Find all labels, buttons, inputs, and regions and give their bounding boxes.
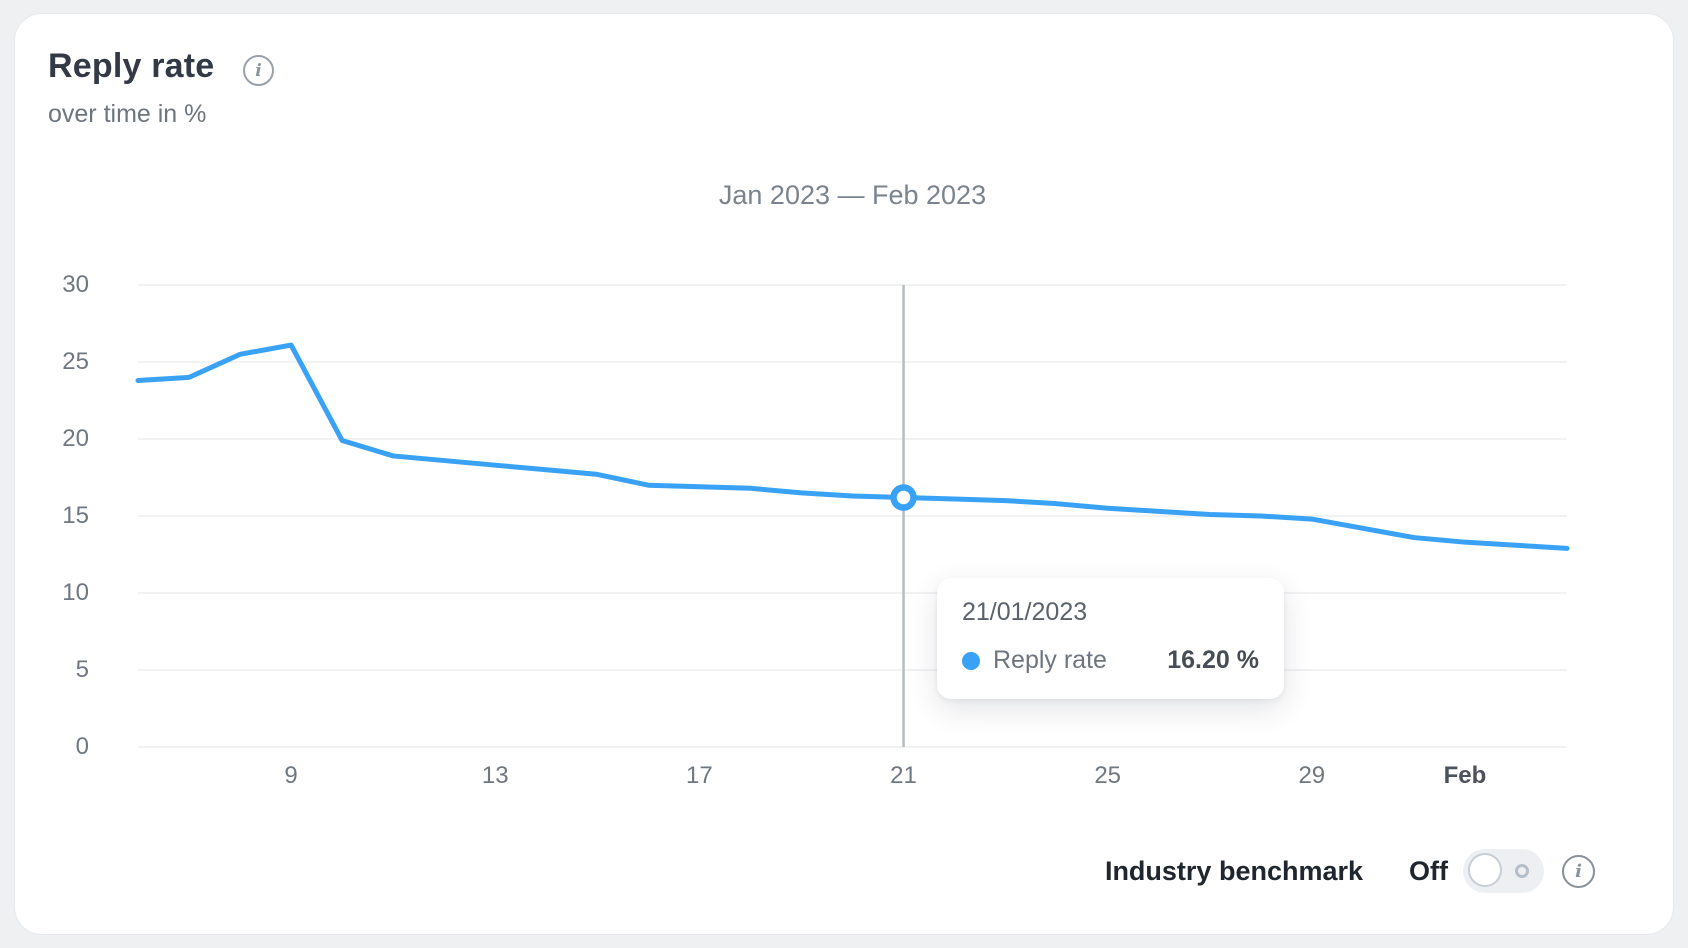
title-info-icon[interactable]: i [243, 55, 274, 86]
benchmark-label: Industry benchmark [1104, 855, 1364, 886]
x-axis-tick-label: 9 [284, 762, 298, 789]
benchmark-info-icon[interactable]: i [1562, 854, 1595, 888]
benchmark-toggle[interactable] [1463, 849, 1544, 893]
reply-rate-line [135, 342, 1570, 551]
benchmark-row: Industry benchmark Off i [1105, 849, 1595, 893]
benchmark-state: Off [1409, 855, 1448, 886]
y-axis-tick-label: 15 [62, 502, 89, 529]
info-icon-glyph: i [1575, 860, 1582, 882]
tooltip-series-label: Reply rate [993, 646, 1107, 674]
tooltip-row: Reply rate 16.20 % [962, 646, 1259, 675]
x-axis-tick-label: 21 [890, 762, 917, 789]
x-axis-tick-label: 13 [481, 762, 509, 789]
tooltip-legend-dot [962, 651, 980, 670]
y-axis-tick-label: 0 [75, 733, 89, 760]
x-axis-tick-label: 25 [1094, 762, 1122, 789]
tooltip-value: 16.20 % [1167, 646, 1259, 674]
page-subtitle: over time in % [48, 100, 207, 128]
reply-rate-card: Reply rate i over time in % Jan 2023 — F… [14, 13, 1674, 935]
x-axis-tick-label: Feb [1443, 762, 1487, 789]
tooltip: 21/01/2023 Reply rate 16.20 % [937, 578, 1284, 699]
chart-plot-area[interactable] [15, 14, 1674, 935]
x-axis-tick-label: 29 [1298, 762, 1326, 789]
toggle-knob-icon [1468, 853, 1502, 887]
highlight-marker[interactable] [890, 484, 917, 511]
y-axis-tick-label: 30 [62, 271, 89, 298]
x-axis-tick-label: 17 [686, 762, 713, 789]
y-axis-tick-label: 10 [62, 579, 89, 606]
toggle-ring-icon [1515, 864, 1529, 878]
y-axis-tick-label: 20 [62, 425, 89, 452]
info-icon-glyph: i [255, 60, 262, 81]
y-axis-tick-label: 25 [62, 348, 89, 375]
chart-period-title: Jan 2023 — Feb 2023 [718, 180, 987, 210]
tooltip-date: 21/01/2023 [962, 598, 1088, 626]
page-title: Reply rate [48, 47, 215, 85]
y-axis-tick-label: 5 [75, 656, 89, 683]
